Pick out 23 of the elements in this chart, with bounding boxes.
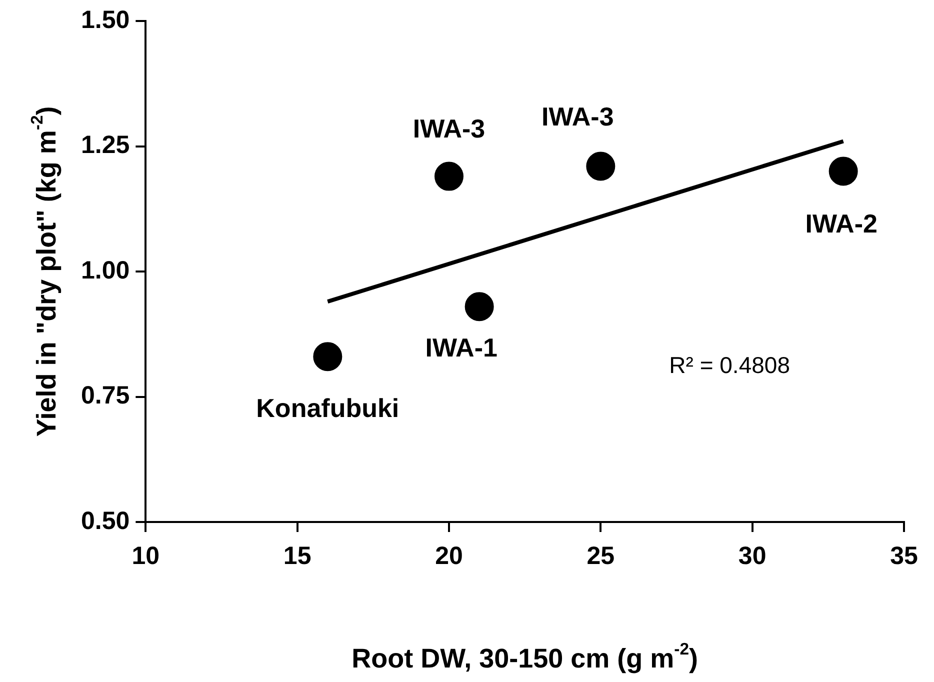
x-tick-label: 10 [132,542,160,570]
y-tick-label: 1.25 [80,131,130,160]
x-tick-label: 30 [738,542,766,570]
annotation: IWA-3 [412,113,486,144]
x-tick-label: 35 [890,542,918,570]
annotation: R² = 0.4808 [669,352,790,378]
point [434,162,464,191]
y-axis-title: Yield in "dry plot" (kg m-2) [27,106,62,437]
annotation: IWA-2 [805,208,878,238]
point [828,156,858,186]
point [464,292,494,322]
y-tick-label: 0.75 [80,382,130,410]
point [313,342,342,372]
x-tick-label: 25 [586,542,615,570]
x-tick-label: 15 [283,542,312,570]
y-tick-label: 0.50 [80,506,130,535]
y-tick-label: 1.00 [80,256,130,284]
x-tick-label: 20 [435,542,463,570]
y-tick-label: 1.50 [80,6,130,34]
annotation: IWA-1 [425,332,498,363]
annotation: IWA-3 [542,101,614,132]
annotation: Konafubuki [256,392,400,423]
point [586,152,616,181]
